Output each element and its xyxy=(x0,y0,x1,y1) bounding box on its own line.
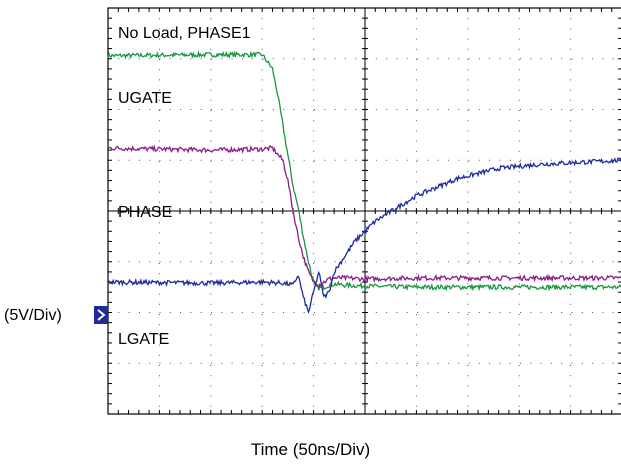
trace-phase xyxy=(107,144,621,289)
annotation-label: No Load, PHASE1 xyxy=(118,25,251,42)
series-label-phase: PHASE xyxy=(118,204,172,221)
traces xyxy=(107,50,621,314)
y-axis-label: (5V/Div) xyxy=(4,307,62,324)
x-axis-label: Time (50ns/Div) xyxy=(250,440,371,459)
series-label-ugate: UGATE xyxy=(118,90,172,107)
trace-lgate xyxy=(107,157,621,314)
trace-ugate xyxy=(107,50,621,292)
ground-marker-icon xyxy=(94,306,108,324)
chevron-right-icon xyxy=(97,309,106,321)
series-label-lgate: LGATE xyxy=(118,331,169,348)
graticule xyxy=(107,7,621,415)
